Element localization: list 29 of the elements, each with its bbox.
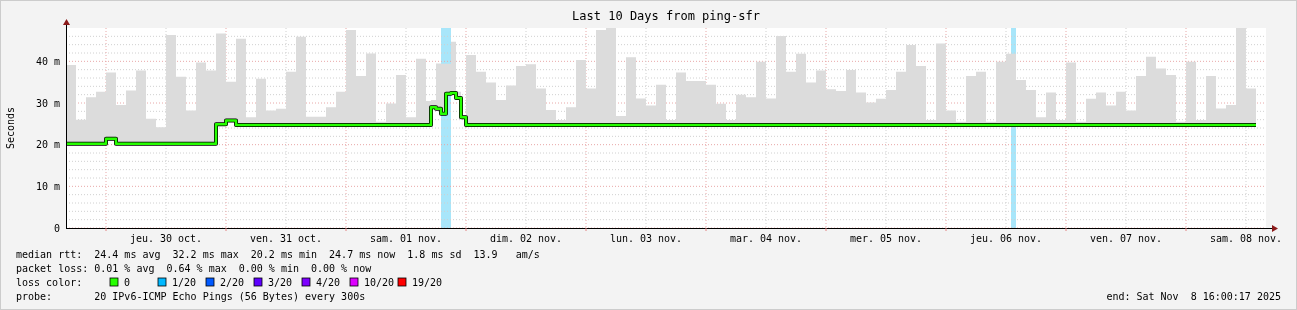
x-tick-label: lun. 03 nov. xyxy=(609,233,683,244)
x-tick-label: jeu. 30 oct. xyxy=(129,233,203,244)
y-tick-label: 20 m xyxy=(35,139,60,151)
text: probe: 20 IPv6-ICMP Echo Pings (56 Bytes) every 300s xyxy=(16,291,366,302)
legend-label: 1/20 xyxy=(172,277,197,288)
y-tick-label: 10 m xyxy=(35,180,60,192)
legend-label: 19/20 xyxy=(412,277,443,288)
x-tick-label: ven. 07 nov. xyxy=(1089,233,1163,244)
text: median rtt: 24.4 ms avg 32.2 ms max 20.2 ms min 24.7 ms now 1.8 ms sd 13.9 am/s xyxy=(16,249,540,260)
x-tick-label: sam. 08 nov. xyxy=(1209,233,1283,244)
chart-title: Last 10 Days from ping-sfr xyxy=(572,9,760,23)
legend-label: 0 xyxy=(124,277,131,288)
x-tick-label: dim. 02 nov. xyxy=(489,233,563,244)
y-axis-title: Seconds xyxy=(5,106,16,150)
y-tick-label: 0 xyxy=(53,222,60,234)
legend-title: loss color: xyxy=(16,277,83,288)
legend-label: 4/20 xyxy=(316,277,341,288)
x-tick-label: ven. 31 oct. xyxy=(249,233,323,244)
x-tick-label: jeu. 06 nov. xyxy=(969,233,1043,244)
text: packet loss: 0.01 % avg 0.64 % max 0.00 % min 0.00 % now xyxy=(16,263,373,274)
legend-label: 3/20 xyxy=(268,277,293,288)
y-tick-label: 30 m xyxy=(35,97,60,109)
legend-label: 10/20 xyxy=(364,277,395,288)
y-tick-label: 40 m xyxy=(35,55,60,67)
x-tick-label: sam. 01 nov. xyxy=(369,233,443,244)
legend-label: 2/20 xyxy=(220,277,245,288)
x-tick-label: mer. 05 nov. xyxy=(849,233,923,244)
x-tick-label: mar. 04 nov. xyxy=(729,233,803,244)
text: end: Sat Nov 8 16:00:17 2025 xyxy=(1106,291,1281,302)
